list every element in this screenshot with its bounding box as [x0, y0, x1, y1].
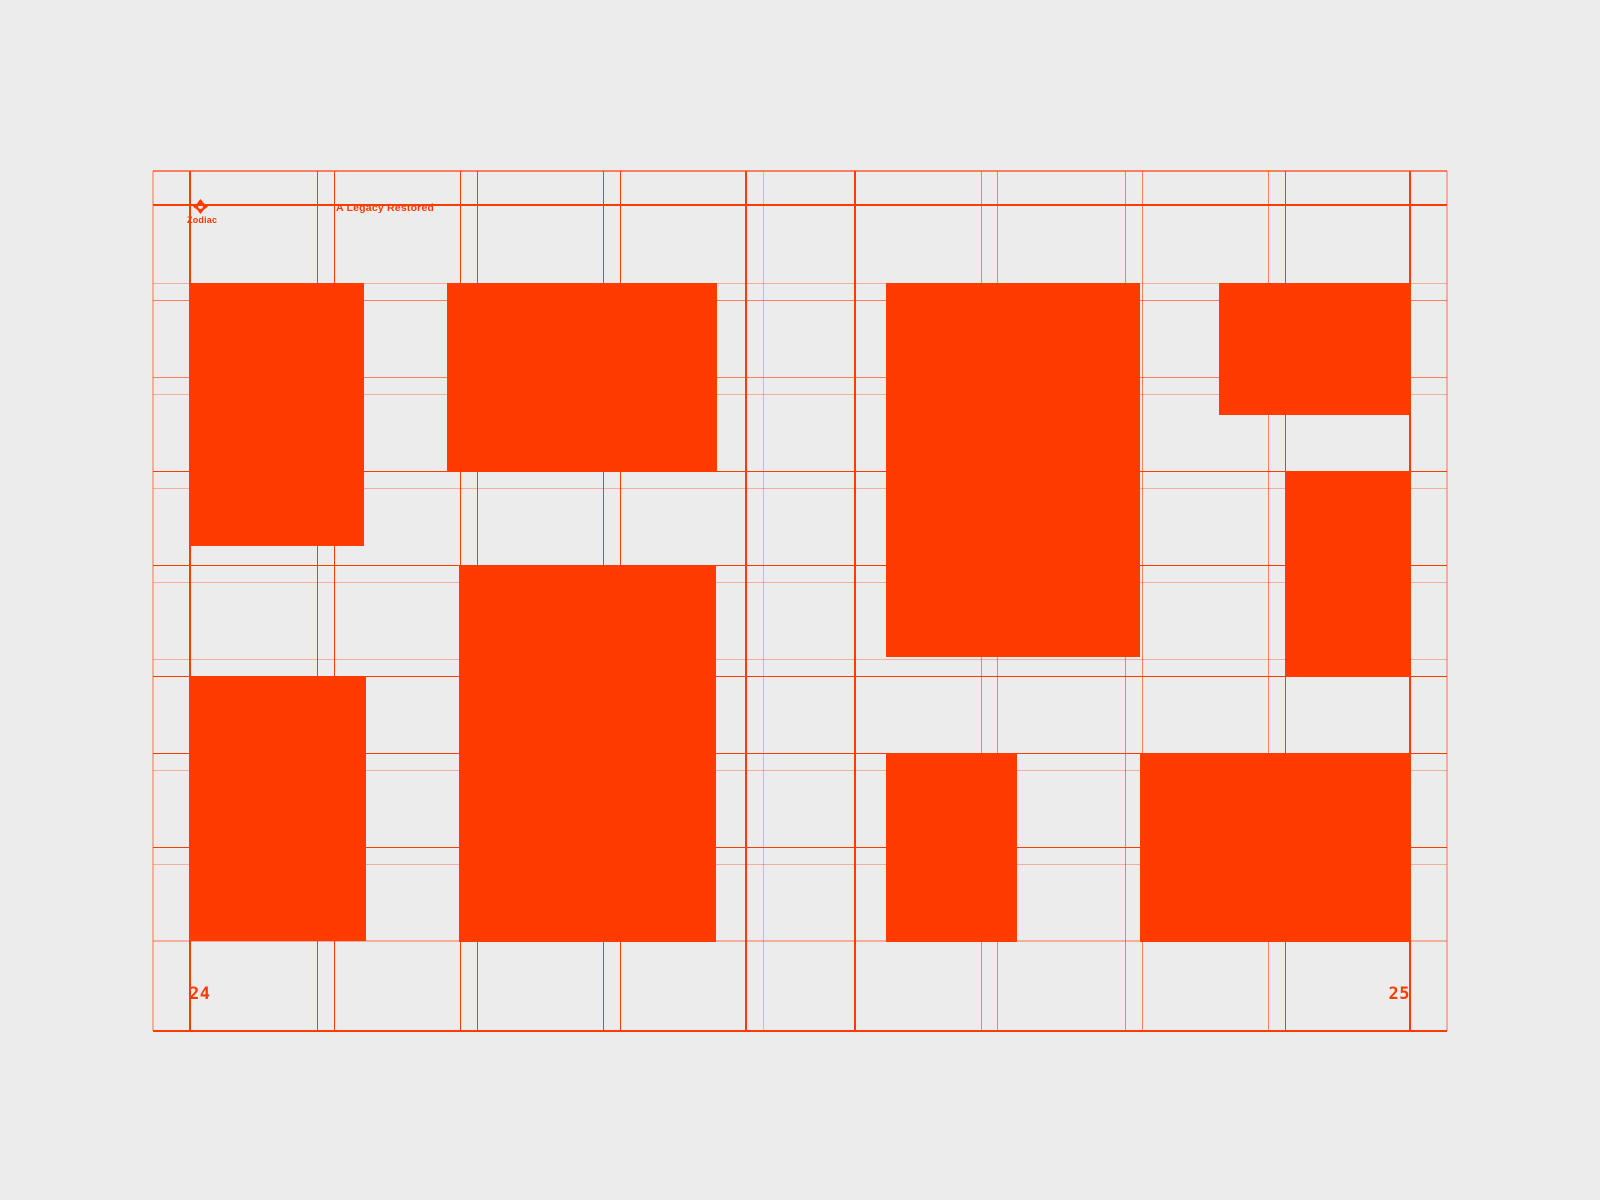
image-placeholder-block: [1140, 754, 1410, 942]
grid-line-vertical: [189, 171, 191, 1031]
grid-line-horizontal: [153, 471, 1447, 472]
grid-line-horizontal: [153, 770, 1447, 771]
grid-line-vertical: [334, 171, 335, 1031]
grid-line-horizontal: [153, 753, 1447, 754]
grid-line-horizontal: [153, 676, 1447, 677]
image-placeholder-block: [886, 283, 1140, 657]
grid-line-horizontal: [153, 847, 1447, 848]
grid-line-horizontal: [153, 940, 1447, 942]
page-number-left: 24: [189, 984, 211, 1004]
grid-line-horizontal: [153, 488, 1447, 489]
grid-line-horizontal: [153, 582, 1447, 583]
image-placeholder-block: [190, 677, 366, 941]
grid-line-horizontal: [153, 204, 1447, 206]
compass-cross-icon: [193, 199, 208, 214]
grid-line-horizontal: [153, 394, 1447, 395]
grid-line-horizontal: [153, 283, 1447, 284]
grid-line-vertical: [1268, 171, 1269, 1031]
image-placeholder-block: [1285, 471, 1410, 676]
grid-line-horizontal: [153, 659, 1447, 660]
grid-line-horizontal: [153, 864, 1447, 865]
image-placeholder-block: [886, 754, 1017, 942]
grid-line-vertical: [854, 171, 856, 1031]
grid-line-vertical: [152, 171, 154, 1031]
grid-line-horizontal: [153, 170, 1447, 172]
grid-line-horizontal: [153, 565, 1447, 566]
image-placeholder-block: [1219, 283, 1410, 415]
grid-line-horizontal: [153, 377, 1447, 378]
image-placeholder-block: [459, 566, 716, 942]
grid-line-vertical: [745, 171, 747, 1031]
grid-line-horizontal: [153, 300, 1447, 301]
page-number-right: 25: [1388, 984, 1410, 1004]
grid-line-vertical: [1142, 171, 1143, 1031]
grid-line-vertical: [317, 171, 318, 1031]
spread-title: A Legacy Restored: [336, 202, 435, 214]
grid-line-horizontal: [153, 1030, 1447, 1032]
grid-line-vertical: [1446, 171, 1448, 1031]
grid-line-vertical: [1409, 171, 1411, 1031]
image-placeholder-block: [447, 283, 717, 471]
grid-line-vertical: [763, 171, 764, 1031]
brand-name: Zodiac: [187, 215, 218, 225]
image-placeholder-block: [190, 283, 364, 546]
